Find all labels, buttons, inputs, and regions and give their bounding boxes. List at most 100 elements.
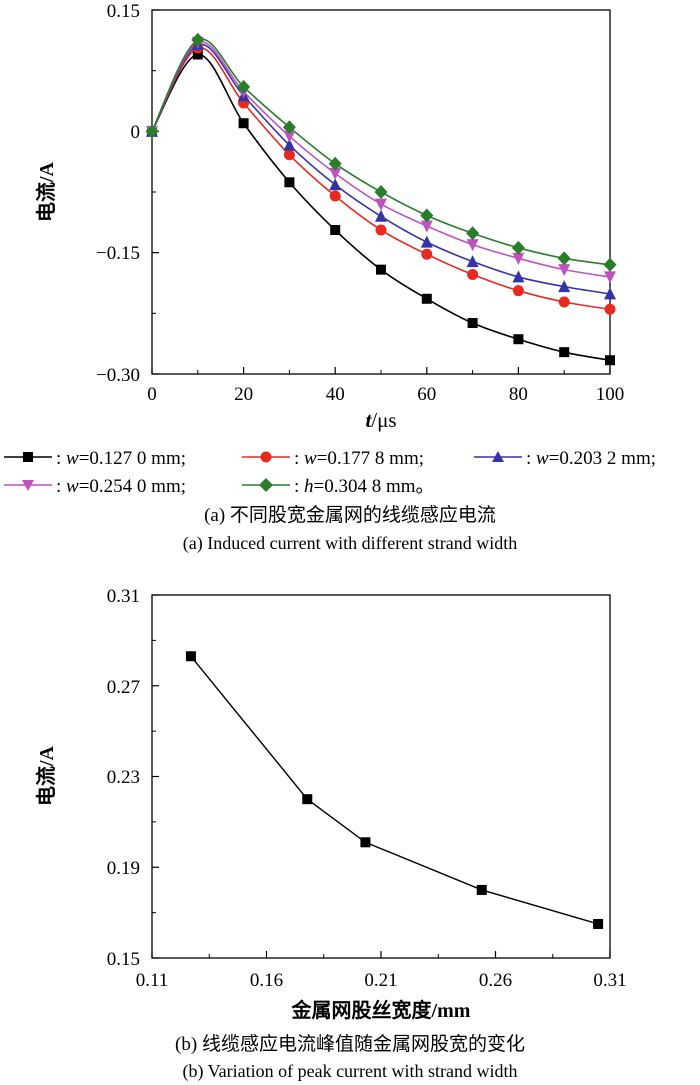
chart-a-series-line-2 <box>151 47 611 311</box>
chart-b-caption-en: (b) Variation of peak current with stran… <box>182 1061 517 1082</box>
chart-a-legend: : w=0.127 0 mm; : w=0.177 8 mm; : w=0.20… <box>4 448 656 497</box>
chart-a-point-s3-4 <box>329 178 342 191</box>
chart-a-series-line-4 <box>151 40 611 278</box>
legend-label-5: : h=0.304 8 mm。 <box>294 476 435 497</box>
chart-a-point-s3-8 <box>512 270 525 283</box>
chart-a-point-s5-2 <box>237 79 251 94</box>
chart-a-point-s1-1 <box>192 49 203 60</box>
chart-a-series-line-5 <box>151 38 611 266</box>
chart-a-point-s1-4 <box>330 225 341 236</box>
chart-a-point-s1-2 <box>238 118 249 129</box>
chart-a-point-s5-3 <box>282 120 296 135</box>
chart-a-point-s5-6 <box>420 208 434 223</box>
legend-marker-1 <box>23 452 33 462</box>
chart-a-ytick-0.15: 0.15 <box>107 1 140 22</box>
chart-b-xtick-0.26: 0.26 <box>479 970 512 991</box>
chart-a-point-s4-4 <box>329 167 342 180</box>
chart-b-point-4 <box>593 918 604 929</box>
chart-a-point-s4-9 <box>558 264 571 277</box>
chart-a-point-s5-8 <box>511 240 525 255</box>
chart-b-ytick-0.23: 0.23 <box>107 767 140 788</box>
chart-a-ytick-neg0.15: −0.15 <box>96 243 140 264</box>
chart-b-point-3 <box>476 884 487 895</box>
chart-b-ytick-0.19: 0.19 <box>107 858 140 879</box>
chart-a-xtick-0: 0 <box>147 384 157 405</box>
chart-a-xtick-60: 60 <box>417 384 436 405</box>
legend-label-3: : w=0.203 2 mm; <box>526 448 656 469</box>
chart-b-ylabel: 电流/A <box>34 745 58 806</box>
chart-a-point-s1-5 <box>376 264 386 275</box>
chart-a-point-s4-3 <box>283 130 296 143</box>
chart-a-point-s5-7 <box>466 226 480 241</box>
chart-a-point-s3-5 <box>375 209 387 222</box>
chart-a-point-s2-8 <box>512 285 524 297</box>
chart-a-point-s1-7 <box>467 318 478 329</box>
chart-a: 0 20 40 60 80 100 0.15 0 −0.15 −0.30 t/μ… <box>4 1 656 554</box>
chart-a-point-s1-8 <box>513 334 524 345</box>
chart-b-point-1 <box>302 794 313 805</box>
legend-item-3: : w=0.203 2 mm; <box>474 448 656 469</box>
chart-a-point-s2-4 <box>329 190 341 202</box>
chart-a-ytick-0: 0 <box>131 122 141 143</box>
chart-a-point-s5-5 <box>374 185 388 199</box>
chart-a-point-s5-10 <box>603 257 617 272</box>
chart-a-point-s4-7 <box>466 239 479 252</box>
chart-a-point-s5-0 <box>145 124 159 139</box>
chart-a-series-line-3 <box>151 43 611 295</box>
legend-marker-3 <box>492 451 504 462</box>
chart-a-point-s4-6 <box>420 220 433 233</box>
chart-a-xtick-40: 40 <box>326 384 345 405</box>
chart-b-plot-frame <box>151 594 611 959</box>
chart-a-series-line-1 <box>151 53 611 362</box>
legend-item-1: : w=0.127 0 mm; <box>4 448 186 469</box>
legend-item-4: : w=0.254 0 mm; <box>4 476 186 497</box>
chart-a-point-s5-4 <box>328 156 342 171</box>
chart-a-point-s2-3 <box>283 149 295 161</box>
legend-label-4: : w=0.254 0 mm; <box>56 476 186 497</box>
chart-a-point-s1-9 <box>559 347 570 358</box>
chart-a-point-s4-5 <box>375 198 387 211</box>
legend-marker-4 <box>22 480 34 491</box>
chart-a-xlabel-unit: /μs <box>371 408 396 432</box>
chart-a-point-s5-9 <box>557 251 571 266</box>
chart-a-point-s3-3 <box>283 138 296 151</box>
chart-a-point-s3-6 <box>420 235 433 248</box>
chart-b-xtick-0.16: 0.16 <box>250 970 283 991</box>
chart-b-series <box>185 651 604 929</box>
chart-a-caption-en: (a) Induced current with different stran… <box>183 533 518 554</box>
chart-a-caption-cn: (a) 不同股宽金属网的线缆感应电流 <box>204 504 496 526</box>
chart-b-ytick-0.31: 0.31 <box>107 586 140 607</box>
chart-a-point-s1-3 <box>284 177 295 188</box>
chart-a-point-s3-10 <box>604 287 616 300</box>
chart-a-xtick-100: 100 <box>596 384 625 405</box>
chart-a-point-s1-10 <box>605 355 615 366</box>
chart-a-point-s1-6 <box>421 293 432 304</box>
chart-a-point-s4-8 <box>512 252 525 265</box>
chart-a-ytick-neg0.30: −0.30 <box>96 365 140 386</box>
chart-b-xtick-0.21: 0.21 <box>364 970 397 991</box>
chart-a-series <box>145 32 617 366</box>
chart-a-point-s3-7 <box>466 255 479 268</box>
chart-b-xtick-0.31: 0.31 <box>593 970 626 991</box>
chart-a-xlabel: t/μs <box>365 408 396 432</box>
legend-label-1: : w=0.127 0 mm; <box>56 448 186 469</box>
chart-a-xtick-80: 80 <box>509 384 528 405</box>
chart-b: 0.11 0.16 0.21 0.26 0.31 0.31 0.27 0.23 … <box>34 586 627 1082</box>
chart-a-xlabel-var: t <box>365 408 372 432</box>
legend-item-5: : h=0.304 8 mm。 <box>242 476 435 497</box>
chart-a-point-s2-7 <box>467 269 479 281</box>
chart-a-ylabel: 电流/A <box>34 161 58 222</box>
chart-a-point-s4-10 <box>604 271 616 284</box>
legend-label-2: : w=0.177 8 mm; <box>294 448 424 469</box>
chart-b-series-line <box>190 655 599 925</box>
chart-a-point-s3-9 <box>558 280 571 293</box>
chart-a-point-s2-10 <box>604 303 616 315</box>
legend-marker-5 <box>259 478 273 492</box>
chart-b-ticks <box>151 594 611 959</box>
chart-b-xlabel: 金属网股丝宽度/mm <box>291 998 471 1022</box>
chart-b-point-2 <box>360 837 371 848</box>
chart-a-point-s2-6 <box>421 248 433 260</box>
chart-a-xtick-20: 20 <box>234 384 253 405</box>
chart-b-xtick-0.11: 0.11 <box>136 970 169 991</box>
